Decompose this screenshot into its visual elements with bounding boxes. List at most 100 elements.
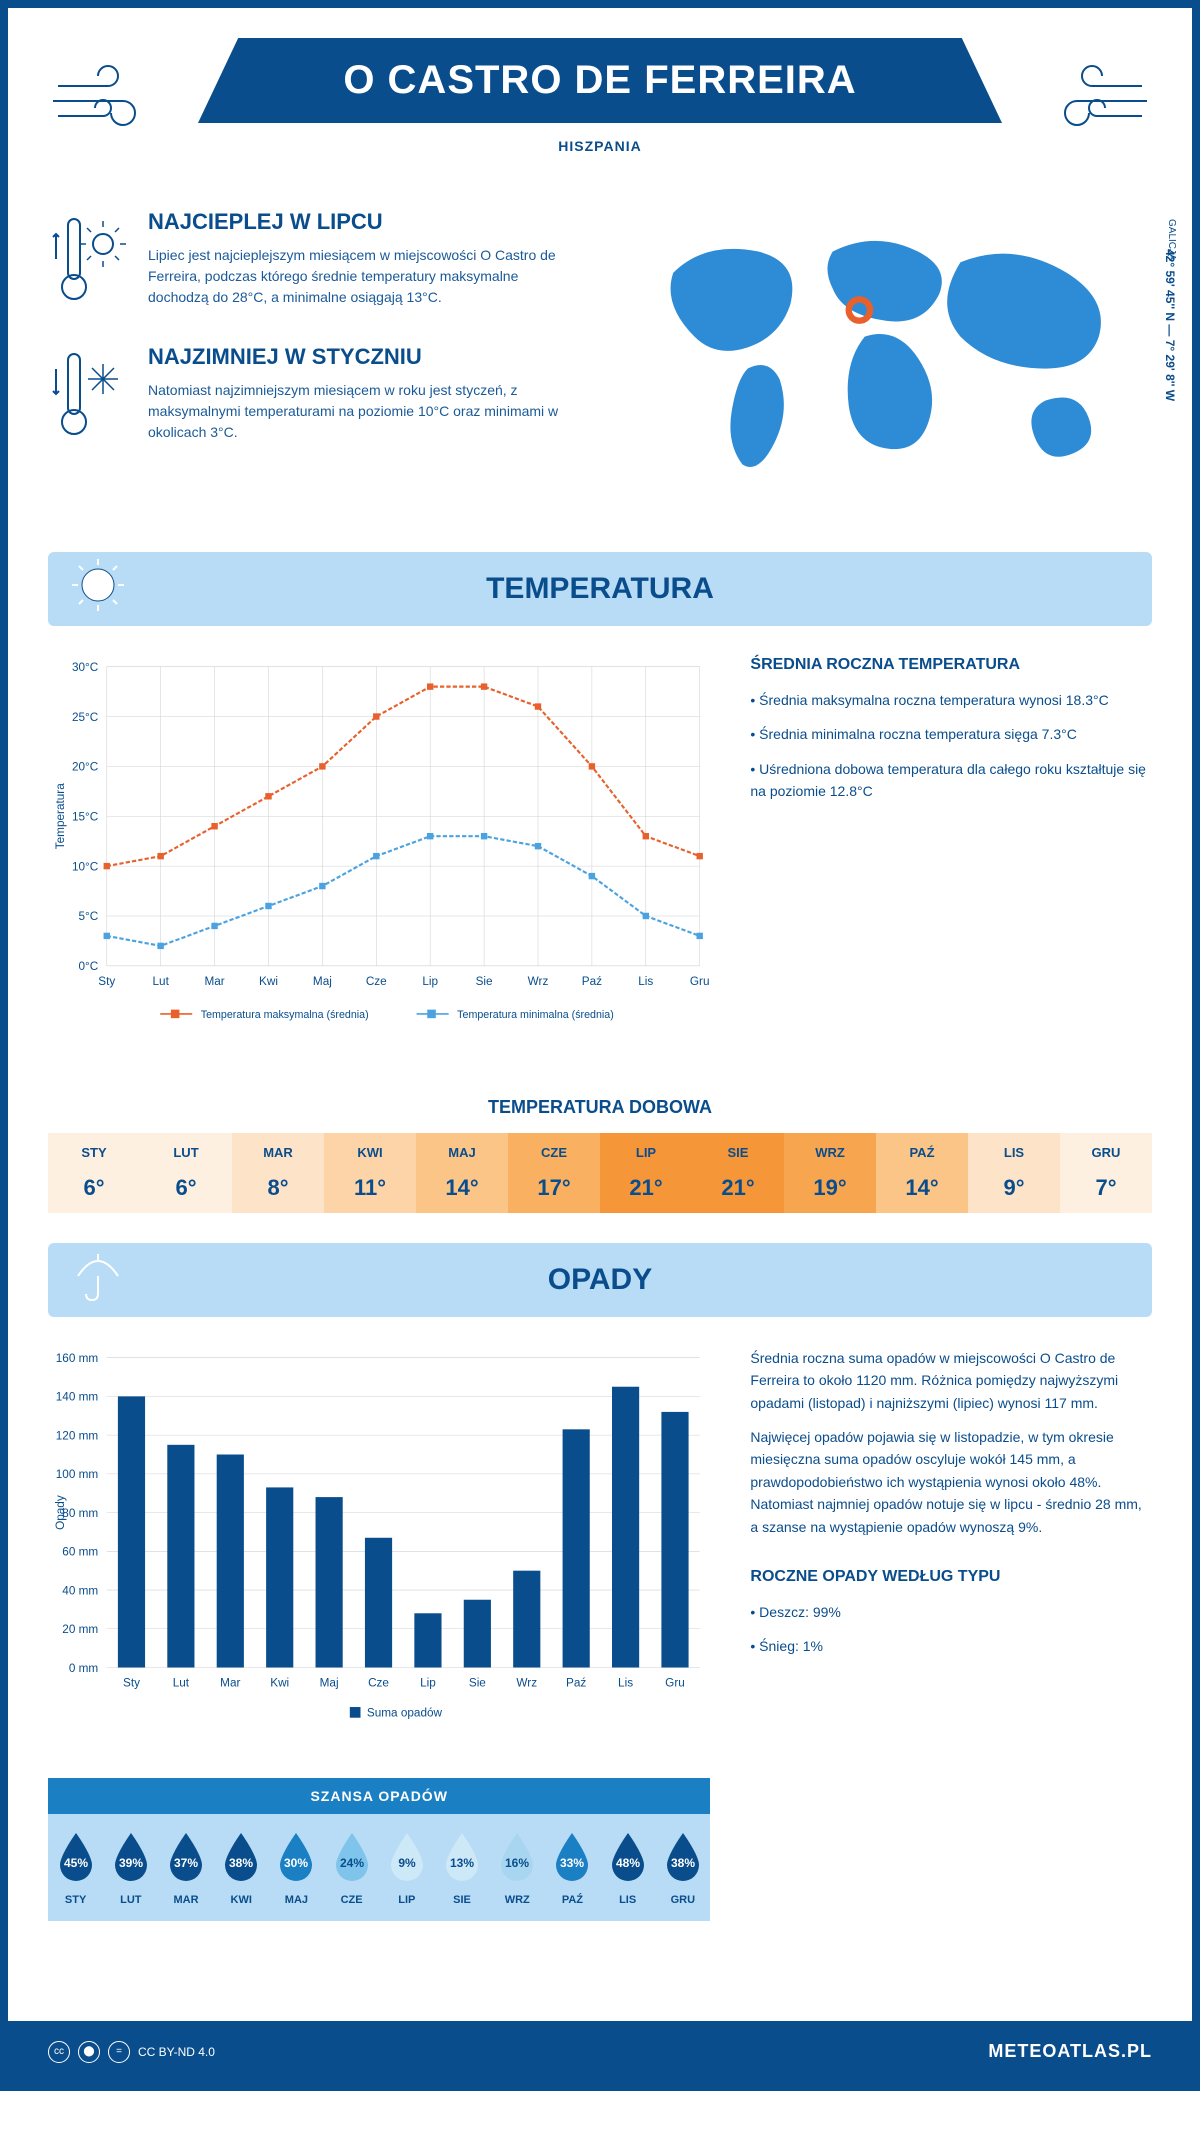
temperature-chart-row: 0°C5°C10°C15°C20°C25°C30°CStyLutMarKwiMa…: [48, 656, 1152, 1067]
svg-text:Gru: Gru: [690, 975, 710, 988]
svg-text:24%: 24%: [340, 1856, 364, 1870]
rain-annual-title: ROCZNE OPADY WEDŁUG TYPU: [750, 1568, 1152, 1586]
daily-cell: STY6°: [48, 1133, 140, 1213]
rain-drop-cell: 37%MAR: [158, 1829, 213, 1906]
svg-text:Temperatura maksymalna (średni: Temperatura maksymalna (średnia): [201, 1009, 369, 1021]
nd-icon: =: [108, 2041, 130, 2063]
rain-drop-cell: 13%SIE: [434, 1829, 489, 1906]
rain-drop-cell: 9%LIP: [379, 1829, 434, 1906]
svg-text:Wrz: Wrz: [516, 1677, 537, 1690]
rain-drop-cell: 38%GRU: [655, 1829, 710, 1906]
daily-cell: KWI11°: [324, 1133, 416, 1213]
svg-text:38%: 38%: [671, 1856, 695, 1870]
intro-section: NAJCIEPLEJ W LIPCU Lipiec jest najcieple…: [48, 209, 1152, 512]
svg-text:Lut: Lut: [173, 1677, 190, 1690]
hot-text: Lipiec jest najcieplejszym miesiącem w m…: [148, 245, 580, 308]
svg-text:Temperatura: Temperatura: [54, 783, 67, 849]
daily-cell: CZE17°: [508, 1133, 600, 1213]
svg-text:160 mm: 160 mm: [56, 1352, 99, 1365]
rain-drop-cell: 45%STY: [48, 1829, 103, 1906]
svg-text:20°C: 20°C: [72, 761, 99, 774]
world-map-icon: [620, 209, 1152, 507]
rain-annual-point: • Śnieg: 1%: [750, 1635, 1152, 1657]
temperature-line-chart: 0°C5°C10°C15°C20°C25°C30°CStyLutMarKwiMa…: [48, 656, 710, 1062]
svg-text:Mar: Mar: [220, 1677, 240, 1690]
svg-text:Maj: Maj: [313, 975, 332, 988]
svg-text:120 mm: 120 mm: [56, 1429, 99, 1442]
svg-text:Sie: Sie: [469, 1677, 486, 1690]
svg-text:0°C: 0°C: [78, 960, 98, 973]
svg-text:Paź: Paź: [582, 975, 602, 988]
by-icon: ⬤: [78, 2041, 100, 2063]
svg-text:30%: 30%: [284, 1856, 308, 1870]
svg-text:38%: 38%: [229, 1856, 253, 1870]
page-subtitle: HISZPANIA: [198, 123, 1002, 169]
svg-text:Suma opadów: Suma opadów: [367, 1707, 443, 1720]
svg-text:45%: 45%: [64, 1856, 88, 1870]
svg-text:9%: 9%: [398, 1856, 416, 1870]
temperature-section-header: TEMPERATURA: [48, 552, 1152, 626]
svg-text:Sie: Sie: [476, 975, 493, 988]
svg-text:Lis: Lis: [638, 975, 653, 988]
svg-text:Lip: Lip: [420, 1677, 436, 1690]
svg-text:10°C: 10°C: [72, 860, 99, 873]
temp-point: • Średnia minimalna roczna temperatura s…: [750, 723, 1152, 745]
svg-text:Sty: Sty: [98, 975, 115, 988]
daily-temp-table: STY6°LUT6°MAR8°KWI11°MAJ14°CZE17°LIP21°S…: [48, 1133, 1152, 1213]
svg-text:Temperatura minimalna (średnia: Temperatura minimalna (średnia): [457, 1009, 614, 1021]
cold-text: Natomiast najzimniejszym miesiącem w rok…: [148, 380, 580, 443]
svg-text:Wrz: Wrz: [528, 975, 549, 988]
svg-text:13%: 13%: [450, 1856, 474, 1870]
temp-side-title: ŚREDNIA ROCZNA TEMPERATURA: [750, 656, 1152, 674]
svg-text:Lip: Lip: [422, 975, 438, 988]
daily-temp-title: TEMPERATURA DOBOWA: [48, 1097, 1152, 1118]
svg-text:Cze: Cze: [368, 1677, 389, 1690]
rain-drop-cell: 33%PAŹ: [545, 1829, 600, 1906]
svg-text:37%: 37%: [174, 1856, 198, 1870]
svg-text:33%: 33%: [560, 1856, 584, 1870]
footer: cc ⬤ = CC BY-ND 4.0 METEOATLAS.PL: [8, 2021, 1192, 2083]
svg-text:Cze: Cze: [366, 975, 387, 988]
svg-text:Kwi: Kwi: [270, 1677, 289, 1690]
svg-text:25°C: 25°C: [72, 711, 99, 724]
rain-bar-chart: 0 mm20 mm40 mm60 mm80 mm100 mm120 mm140 …: [48, 1347, 710, 1753]
svg-text:60 mm: 60 mm: [62, 1545, 98, 1558]
rain-chart-row: 0 mm20 mm40 mm60 mm80 mm100 mm120 mm140 …: [48, 1347, 1152, 1921]
hot-title: NAJCIEPLEJ W LIPCU: [148, 209, 580, 235]
svg-text:39%: 39%: [119, 1856, 143, 1870]
rain-annual-point: • Deszcz: 99%: [750, 1601, 1152, 1623]
hot-month-block: NAJCIEPLEJ W LIPCU Lipiec jest najcieple…: [48, 209, 580, 314]
daily-cell: PAŹ14°: [876, 1133, 968, 1213]
svg-text:30°C: 30°C: [72, 661, 99, 674]
header: O CASTRO DE FERREIRA HISZPANIA: [48, 38, 1152, 169]
coordinates: 42° 59' 45'' N — 7° 29' 8'' W: [1163, 249, 1177, 401]
rain-drop-cell: 48%LIS: [600, 1829, 655, 1906]
daily-cell: MAR8°: [232, 1133, 324, 1213]
rain-drop-cell: 39%LUT: [103, 1829, 158, 1906]
rain-drop-cell: 38%KWI: [214, 1829, 269, 1906]
svg-text:100 mm: 100 mm: [56, 1468, 99, 1481]
svg-text:Lut: Lut: [152, 975, 169, 988]
license-text: CC BY-ND 4.0: [138, 2045, 215, 2059]
temp-point: • Uśredniona dobowa temperatura dla całe…: [750, 758, 1152, 803]
cc-icon: cc: [48, 2041, 70, 2063]
rain-drop-cell: 30%MAJ: [269, 1829, 324, 1906]
rain-drop-cell: 16%WRZ: [490, 1829, 545, 1906]
thermometer-cold-icon: [48, 344, 128, 449]
svg-text:Lis: Lis: [618, 1677, 633, 1690]
svg-text:48%: 48%: [616, 1856, 640, 1870]
cold-month-block: NAJZIMNIEJ W STYCZNIU Natomiast najzimni…: [48, 344, 580, 449]
wind-icon: [48, 61, 168, 146]
rain-chance-title: SZANSA OPADÓW: [48, 1778, 710, 1814]
svg-text:0 mm: 0 mm: [69, 1662, 99, 1675]
daily-cell: SIE21°: [692, 1133, 784, 1213]
daily-cell: WRZ19°: [784, 1133, 876, 1213]
svg-text:Mar: Mar: [204, 975, 224, 988]
sun-icon: [68, 555, 128, 623]
svg-text:5°C: 5°C: [78, 910, 98, 923]
svg-text:Maj: Maj: [320, 1677, 339, 1690]
svg-text:20 mm: 20 mm: [62, 1623, 98, 1636]
rain-text: Najwięcej opadów pojawia się w listopadz…: [750, 1426, 1152, 1538]
wind-icon: [1032, 61, 1152, 146]
svg-text:Gru: Gru: [665, 1677, 685, 1690]
